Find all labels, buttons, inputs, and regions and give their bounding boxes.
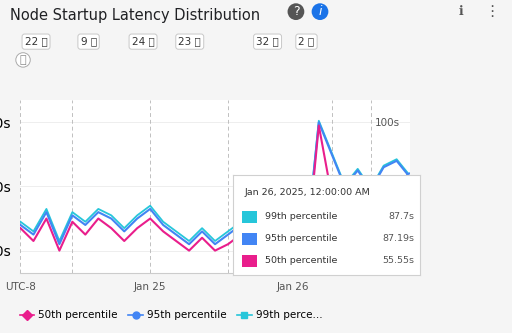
Text: 87.7s: 87.7s [388, 212, 414, 221]
FancyBboxPatch shape [242, 233, 257, 245]
Text: i: i [318, 5, 322, 18]
Text: 22 ⓘ: 22 ⓘ [25, 37, 48, 47]
Text: 50th percentile: 50th percentile [265, 256, 337, 265]
Text: 95th percentile: 95th percentile [265, 234, 337, 243]
Text: 9 ⓘ: 9 ⓘ [80, 37, 97, 47]
Text: ?: ? [293, 5, 299, 18]
Text: Jan 26, 2025, 12:00:00 AM: Jan 26, 2025, 12:00:00 AM [244, 188, 370, 197]
Text: 55.55s: 55.55s [382, 256, 414, 265]
Text: ℹ: ℹ [458, 5, 463, 18]
Text: 2 ⓘ: 2 ⓘ [298, 37, 314, 47]
Text: 99th percentile: 99th percentile [265, 212, 337, 221]
Text: 32 ⓘ: 32 ⓘ [256, 37, 279, 47]
Text: 87.19s: 87.19s [382, 234, 414, 243]
FancyBboxPatch shape [242, 255, 257, 267]
FancyBboxPatch shape [242, 211, 257, 223]
Text: 23 ⓘ: 23 ⓘ [178, 37, 201, 47]
Text: Node Startup Latency Distribution: Node Startup Latency Distribution [10, 8, 261, 23]
Text: 24 ⓘ: 24 ⓘ [132, 37, 155, 47]
Text: ⋮: ⋮ [484, 4, 499, 19]
Legend: 50th percentile, 95th percentile, 99th perce...: 50th percentile, 95th percentile, 99th p… [15, 306, 327, 324]
Text: ⓘ: ⓘ [20, 55, 26, 65]
